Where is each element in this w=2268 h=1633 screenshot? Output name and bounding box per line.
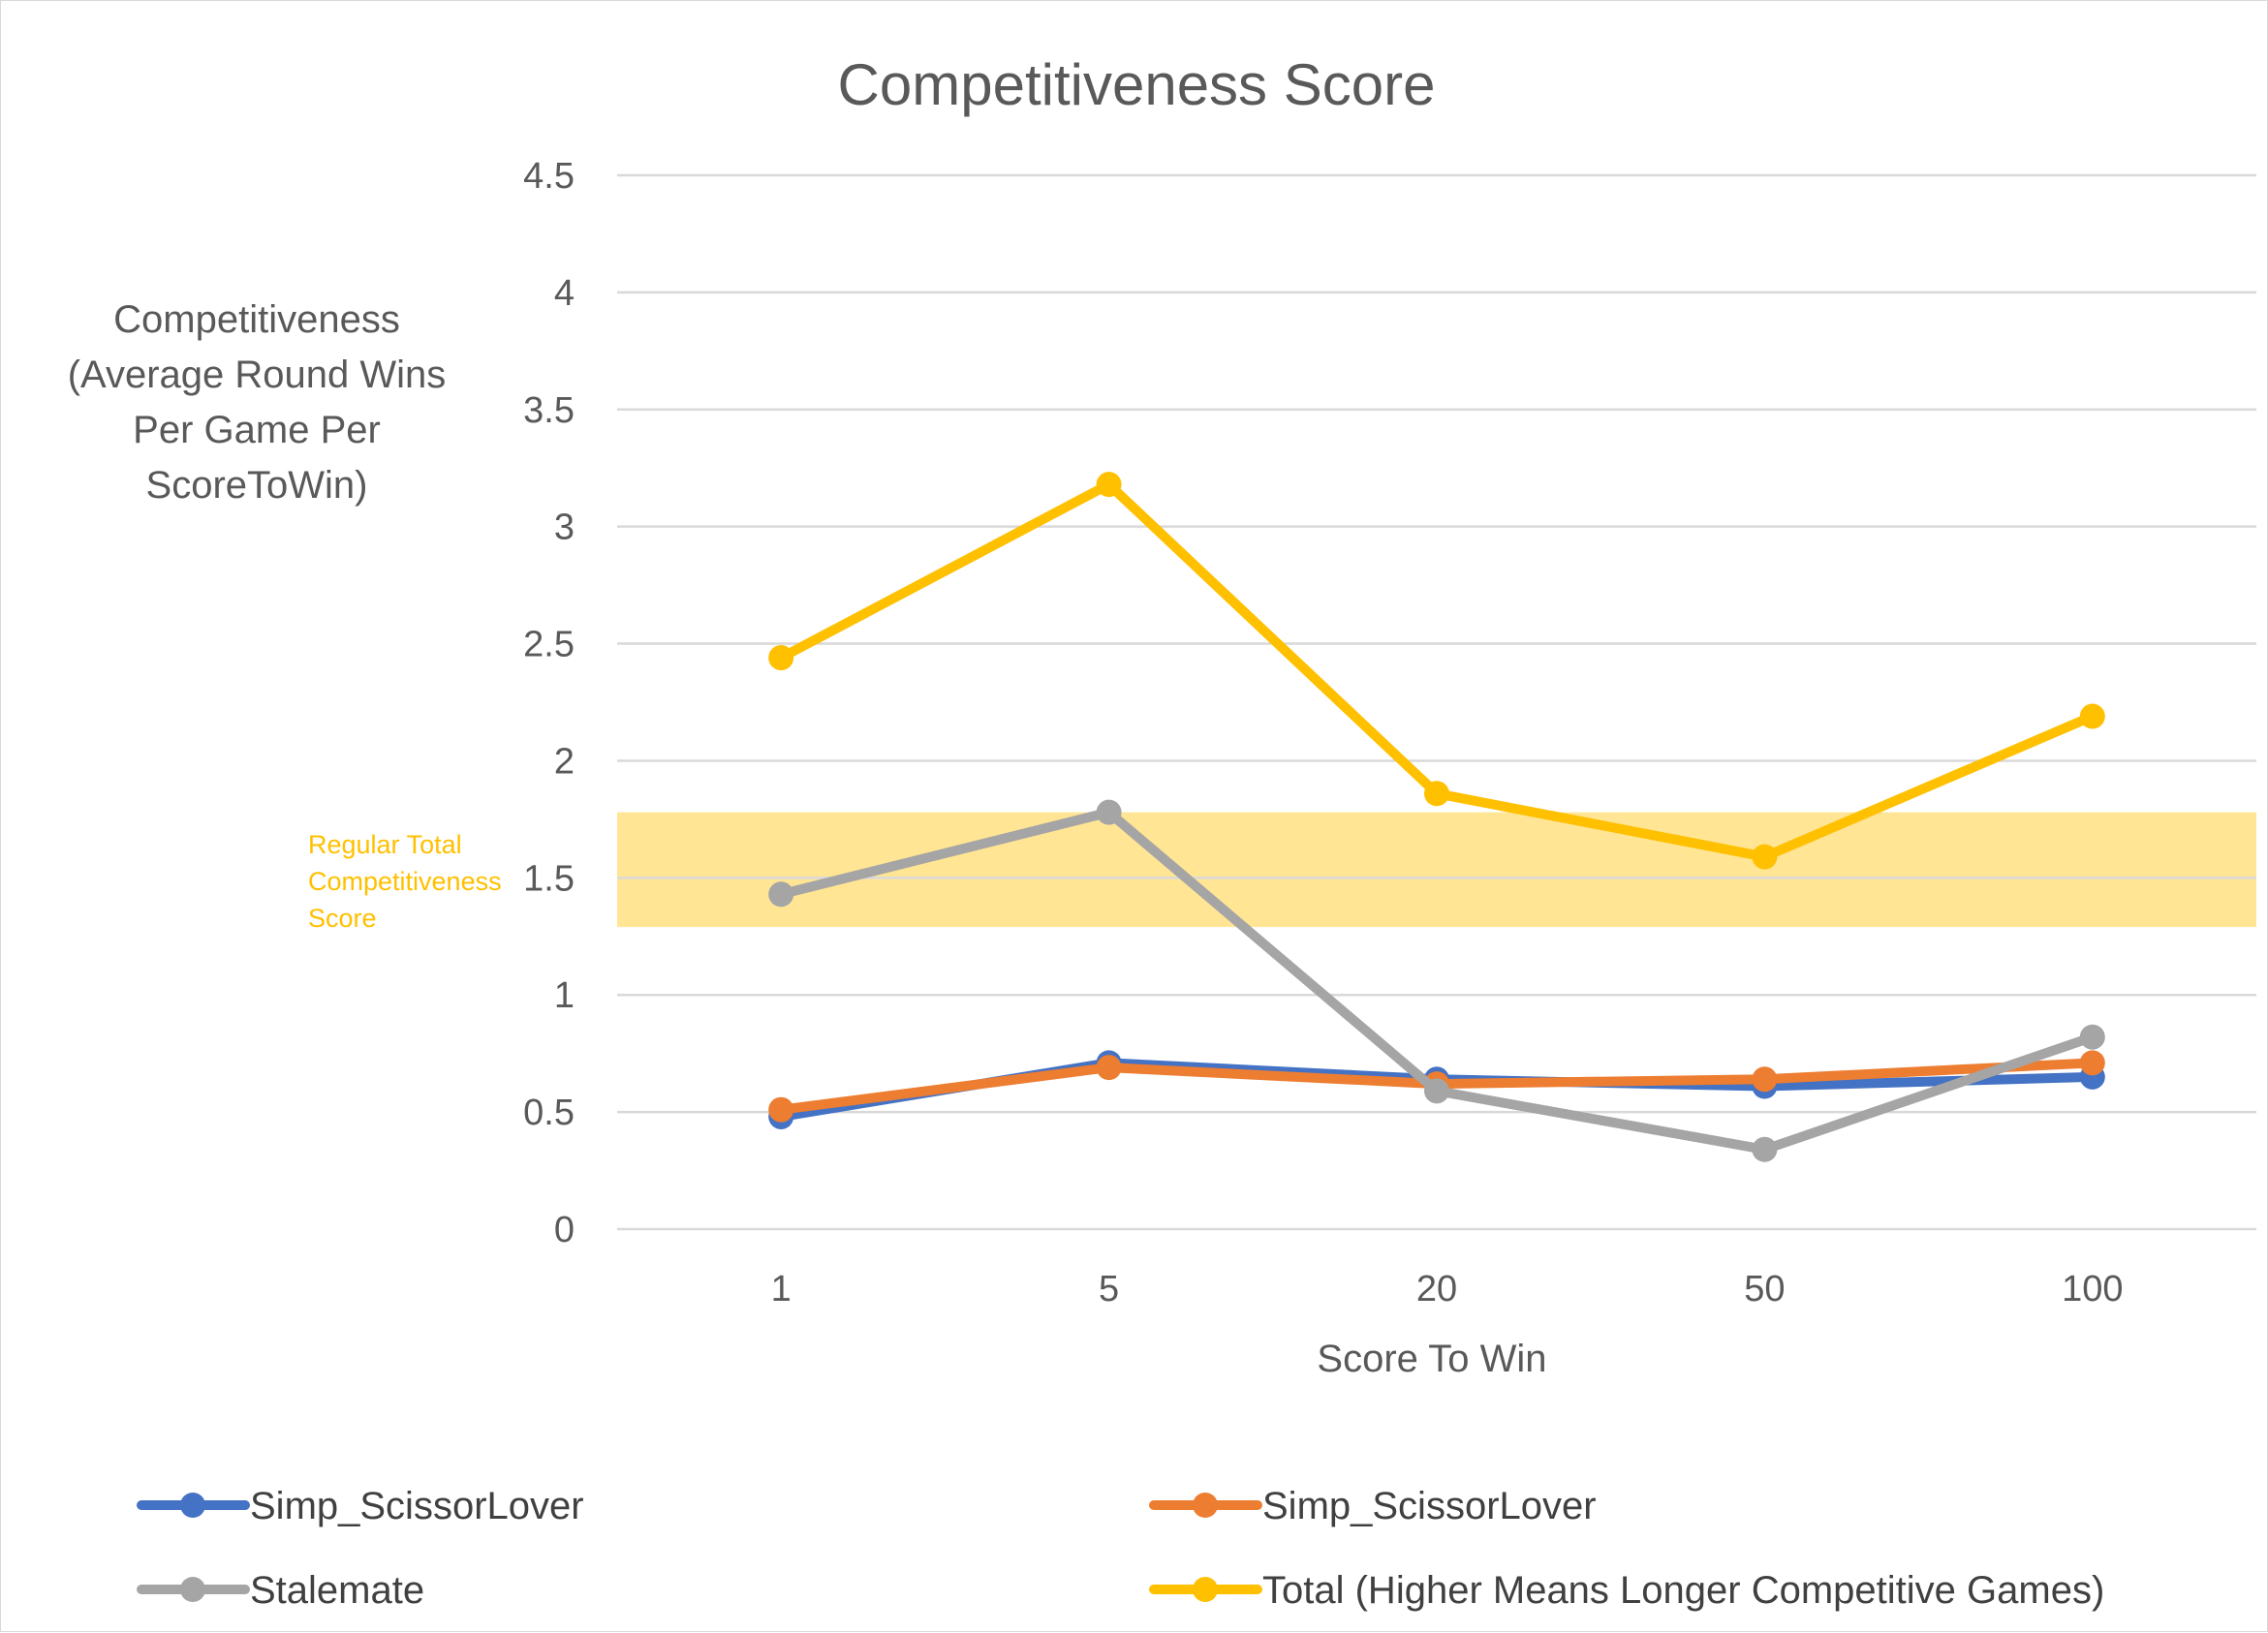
x-tick-label: 20 xyxy=(1416,1269,1457,1309)
x-tick-label: 50 xyxy=(1744,1269,1785,1309)
band-label-line: Regular Total xyxy=(308,830,462,859)
data-point xyxy=(1424,781,1449,807)
data-point xyxy=(768,645,794,671)
x-tick-label: 5 xyxy=(1099,1269,1119,1309)
legend-swatch-marker xyxy=(1193,1577,1218,1602)
series-3 xyxy=(768,472,2105,870)
series-lines xyxy=(768,472,2105,1162)
legend-label: Stalemate xyxy=(250,1569,424,1612)
x-tick-label: 100 xyxy=(2062,1269,2123,1309)
data-point xyxy=(1752,1066,1778,1093)
band-label-line: Competitiveness xyxy=(308,867,502,896)
data-point xyxy=(1752,1136,1778,1162)
y-tick-label: 0.5 xyxy=(523,1093,575,1133)
x-axis-title: Score To Win xyxy=(1317,1338,1546,1380)
legend-label: Simp_ScissorLover xyxy=(250,1485,584,1527)
data-point xyxy=(1096,1055,1122,1081)
y-tick-label: 2 xyxy=(554,741,575,782)
legend-label: Total (Higher Means Longer Competitive G… xyxy=(1262,1569,2104,1612)
y-tick-label: 1 xyxy=(554,975,575,1016)
band-label-line: Score xyxy=(308,904,377,933)
y-tick-label: 3 xyxy=(554,508,575,548)
y-tick-label: 1.5 xyxy=(523,858,575,899)
y-axis-ticks: 0 0.5 1 1.5 2 2.5 3 3.5 4 4.5 xyxy=(523,156,575,1250)
y-axis-title-line: (Average Round Wins xyxy=(68,354,447,396)
legend-swatch-marker xyxy=(180,1577,205,1602)
y-tick-label: 0 xyxy=(554,1210,575,1250)
data-point xyxy=(1096,799,1122,825)
band-label: Regular Total Competitiveness Score xyxy=(308,830,502,933)
y-axis-title-line: Competitiveness xyxy=(113,298,400,341)
x-tick-label: 1 xyxy=(771,1269,792,1309)
legend-entry: Stalemate xyxy=(137,1569,424,1612)
gridlines xyxy=(617,173,2256,1231)
data-point xyxy=(2079,1024,2105,1050)
legend-label: Simp_ScissorLover xyxy=(1262,1485,1597,1527)
legend-entry: Simp_ScissorLover xyxy=(137,1485,584,1527)
data-point xyxy=(768,881,794,908)
y-axis-title: Competitiveness (Average Round Wins Per Ga… xyxy=(68,298,447,507)
y-tick-label: 4 xyxy=(554,273,575,314)
legend-swatch-marker xyxy=(1193,1493,1218,1518)
chart-title: Competitiveness Score xyxy=(838,52,1436,117)
data-point xyxy=(1096,472,1122,498)
series-2 xyxy=(768,799,2105,1162)
legend-entry: Total (Higher Means Longer Competitive G… xyxy=(1149,1569,2104,1612)
y-tick-label: 3.5 xyxy=(523,390,575,431)
data-point xyxy=(1752,844,1778,870)
data-point xyxy=(2079,1050,2105,1076)
y-tick-label: 4.5 xyxy=(523,156,575,197)
y-axis-title-line: Per Game Per xyxy=(133,409,381,451)
x-axis-ticks: 1 5 20 50 100 xyxy=(771,1269,2124,1309)
data-point xyxy=(768,1096,794,1123)
y-tick-label: 2.5 xyxy=(523,625,575,665)
legend-entry: Simp_ScissorLover xyxy=(1149,1485,1597,1527)
data-point xyxy=(1424,1078,1449,1104)
legend-swatch-marker xyxy=(180,1493,205,1518)
y-axis-title-line: ScoreToWin) xyxy=(146,464,368,507)
data-point xyxy=(2079,703,2105,729)
legend: Simp_ScissorLover Simp_ScissorLover Stalem… xyxy=(137,1485,2104,1612)
